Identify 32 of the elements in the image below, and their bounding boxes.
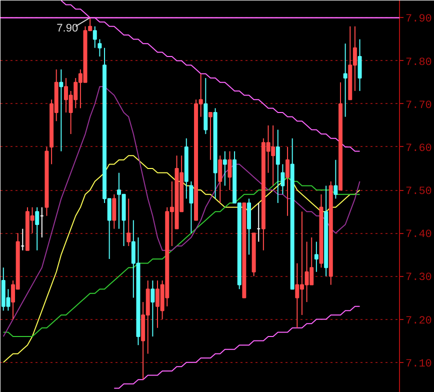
candlestick: [35, 206, 40, 251]
candlestick: [59, 68, 64, 152]
annotation: 7.90: [56, 22, 78, 35]
y-tick-label: 7.10: [406, 358, 432, 370]
y-tick-label: 7.80: [406, 56, 432, 69]
line-series: [114, 306, 360, 389]
line-series: [2, 86, 360, 337]
candlestick: [222, 150, 227, 186]
y-tick-label: 7.70: [406, 100, 432, 112]
candlestick: [189, 180, 194, 234]
candlestick: [286, 146, 290, 216]
candlestick: [98, 38, 102, 57]
line-series: [2, 155, 360, 363]
candlestick: [112, 194, 116, 230]
y-tick-label: 7.50: [406, 186, 432, 198]
candlestick: [92, 26, 97, 48]
candlestick: [314, 241, 318, 272]
candlestick: [334, 159, 338, 200]
y-tick-label: 7.20: [406, 315, 432, 328]
y-tick-label: 7.90: [406, 14, 432, 26]
y-tick-label: 7.40: [406, 229, 432, 242]
y-tick-label: 7.30: [406, 272, 432, 284]
candlestick: [280, 164, 285, 195]
candlestick: [358, 38, 362, 92]
candlestick: [150, 280, 155, 337]
candlestick: [276, 129, 280, 204]
candlestick: [228, 150, 232, 191]
candlestick: [343, 43, 348, 118]
candlestick: [126, 198, 131, 247]
candlestick: [208, 112, 212, 160]
y-tick-label: 7.60: [406, 142, 432, 155]
candlestick: [218, 155, 222, 204]
